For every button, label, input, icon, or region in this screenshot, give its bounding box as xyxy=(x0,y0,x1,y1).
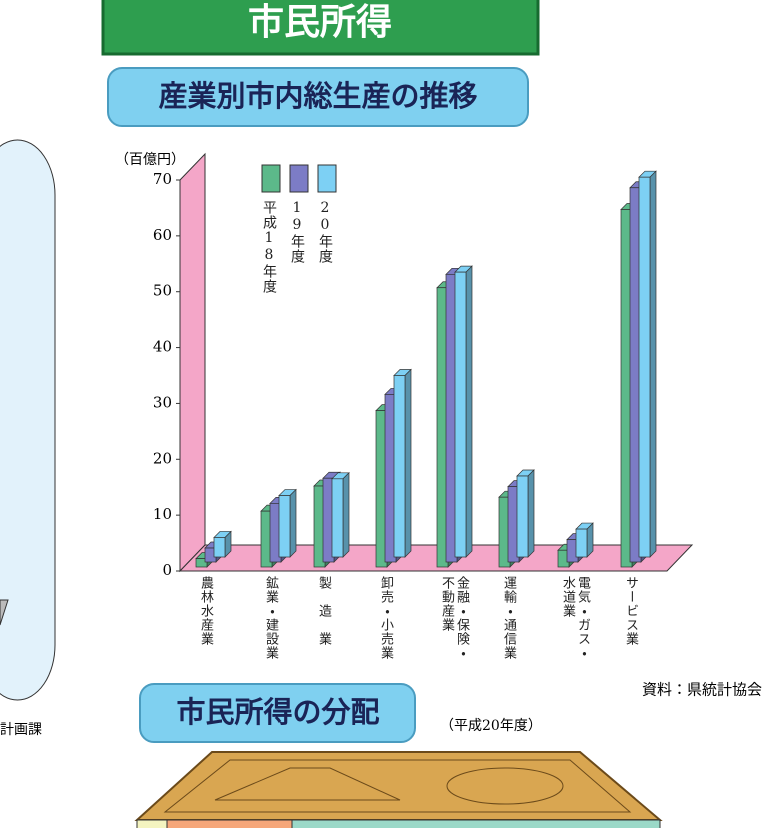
table-cell xyxy=(136,819,168,828)
x-tick-label: 鉱業・建設業 xyxy=(263,576,278,660)
distribution-year: （平成20年度） xyxy=(440,718,542,734)
board-shape xyxy=(214,767,401,801)
bar xyxy=(213,537,226,558)
bar xyxy=(454,271,467,558)
back-wall xyxy=(179,152,206,573)
y-tick-label: 50 xyxy=(153,282,172,300)
chart-title: 産業別市内総生産の推移 xyxy=(158,79,477,113)
legend-label: 平成18年度 xyxy=(261,200,277,294)
bar xyxy=(638,176,651,558)
bar xyxy=(278,495,291,558)
bar-side xyxy=(289,488,297,558)
y-tick-label: 40 xyxy=(153,338,172,356)
distribution-pill xyxy=(139,683,416,743)
x-tick-label: サービス業 xyxy=(623,576,638,646)
distribution-title: 市民所得の分配 xyxy=(176,695,379,729)
board-inner xyxy=(163,759,632,813)
legend-swatch xyxy=(317,164,337,193)
bar xyxy=(516,475,529,558)
y-tick-label: 20 xyxy=(153,449,172,467)
x-tick-label: 運輸・通信業 xyxy=(501,576,516,660)
legend-label: 19年度 xyxy=(289,200,305,264)
board xyxy=(134,751,663,821)
x-tick-label: 電気・ガス・水道業 xyxy=(560,576,590,660)
board-circle xyxy=(446,767,564,805)
header-title: 市民所得 xyxy=(248,2,392,43)
bar-side xyxy=(404,368,412,558)
x-tick-label: 金融・保険・不動産業 xyxy=(439,576,469,660)
y-tick-label: 10 xyxy=(153,505,172,523)
source-note: 資料：県統計協会 xyxy=(642,681,762,699)
left-panel-arrow xyxy=(0,599,9,626)
bar xyxy=(575,528,588,558)
header-box xyxy=(101,0,540,56)
y-tick-label: 60 xyxy=(153,226,172,244)
legend-label: 20年度 xyxy=(317,200,333,264)
left-panel xyxy=(0,139,56,701)
legend-swatch xyxy=(289,164,309,193)
floor xyxy=(178,544,694,572)
bar xyxy=(331,478,344,558)
legend-swatch xyxy=(261,164,281,193)
table-cell xyxy=(291,819,661,828)
bar xyxy=(195,558,208,568)
bar-side xyxy=(342,471,350,558)
chart-title-pill xyxy=(107,67,529,127)
y-axis-label: （百億円） xyxy=(115,152,185,168)
bar-side xyxy=(465,265,473,558)
x-tick-label: 製 造 業 xyxy=(316,576,331,646)
bar-side xyxy=(527,469,535,558)
x-tick-label: 農林水産業 xyxy=(198,576,213,646)
x-tick-label: 卸売・小売業 xyxy=(378,576,393,660)
bar-side xyxy=(649,170,657,558)
bar xyxy=(393,375,406,558)
bar-side xyxy=(586,522,594,558)
y-tick-label: 30 xyxy=(153,393,172,411)
table-cell xyxy=(166,819,293,828)
y-tick-label: 70 xyxy=(153,170,172,188)
y-tick-label: 0 xyxy=(162,561,172,579)
left-note: 計画課 xyxy=(0,722,42,738)
